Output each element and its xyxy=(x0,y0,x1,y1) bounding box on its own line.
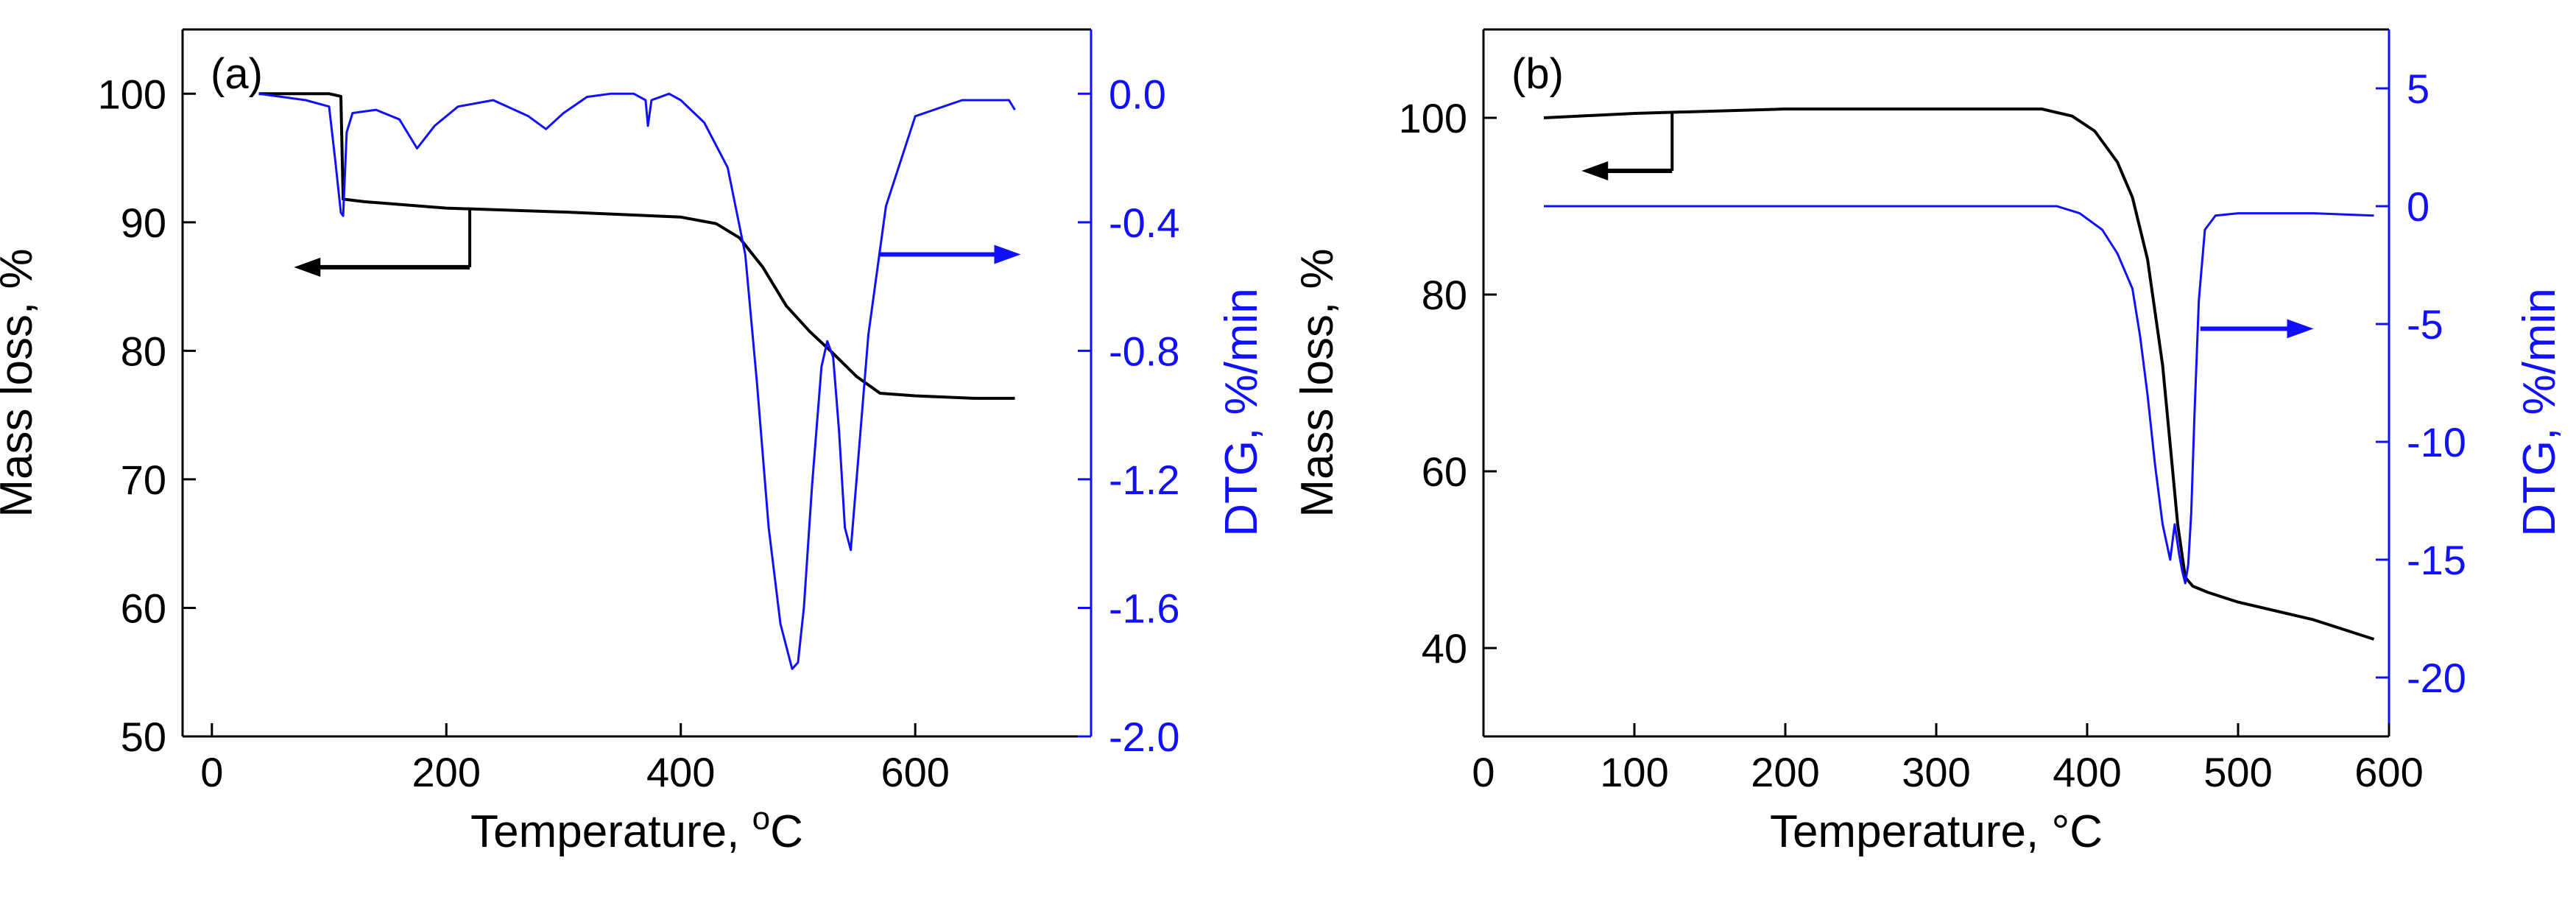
arrow-head xyxy=(994,244,1021,264)
y2-tick-label: -20 xyxy=(2407,655,2466,701)
x-axis-title-degree: o xyxy=(752,800,770,837)
y2-tick-label: 0 xyxy=(2407,183,2429,230)
y-tick-label: 80 xyxy=(121,328,166,374)
x-tick-label: 0 xyxy=(200,749,223,795)
x-tick-label: 500 xyxy=(2203,749,2272,795)
y2-tick-label: -2.0 xyxy=(1109,714,1180,760)
x-tick-label: 0 xyxy=(1472,749,1495,795)
arrow-head xyxy=(1581,161,1609,180)
y2-tick-label: -1.6 xyxy=(1109,585,1180,631)
y-axis-title: Mass loss, % xyxy=(0,248,42,517)
x-axis-title-unit: C xyxy=(770,806,803,857)
mass-loss-series-line xyxy=(258,92,1015,400)
x-axis-title-text: Temperature, xyxy=(470,806,752,857)
x-axis-title: Temperature, oC xyxy=(470,800,803,857)
y-tick-label: 60 xyxy=(1422,448,1467,495)
x-tick-label: 300 xyxy=(1902,749,1970,795)
y2-tick-label: -0.8 xyxy=(1109,328,1180,374)
y-tick-label: 40 xyxy=(1422,625,1467,672)
y2-axis-title: DTG, %/min xyxy=(1216,288,1267,537)
x-tick-label: 100 xyxy=(1600,749,1668,795)
x-tick-label: 200 xyxy=(1751,749,1819,795)
y-tick-label: 100 xyxy=(1399,95,1467,141)
dtg-series-line xyxy=(258,92,1016,670)
x-tick-label: 400 xyxy=(646,749,715,795)
x-tick-label: 400 xyxy=(2053,749,2121,795)
x-axis-title-text: Temperature, °C xyxy=(1770,806,2103,857)
y2-tick-label: -15 xyxy=(2407,537,2466,583)
y-tick-label: 60 xyxy=(121,585,166,631)
mass-loss-series-line xyxy=(1543,108,2375,641)
x-tick-label: 600 xyxy=(881,749,949,795)
y-axis-title: Mass loss, % xyxy=(1292,248,1343,517)
panel-label: (a) xyxy=(211,50,263,98)
y-tick-label: 70 xyxy=(121,457,166,503)
y2-tick-label: -10 xyxy=(2407,419,2466,465)
panel-a-chart: 0 200 400 600 50 60 70 80 90 100 -2.0 -1.6 -1.2 -0.8 -… xyxy=(0,28,1267,857)
y-tick-label: 90 xyxy=(121,200,166,246)
y2-tick-label: -0.4 xyxy=(1109,200,1180,246)
y-tick-label: 100 xyxy=(98,71,166,117)
y-tick-label: 50 xyxy=(121,714,166,760)
y2-tick-label: -5 xyxy=(2407,301,2443,348)
y2-tick-label: 5 xyxy=(2407,66,2429,112)
arrow-head xyxy=(294,257,321,277)
x-tick-label: 200 xyxy=(412,749,481,795)
dtg-series-line xyxy=(1544,205,2374,585)
arrow-head xyxy=(2287,319,2314,339)
y2-axis-title: DTG, %/min xyxy=(2514,288,2565,537)
panel-label: (b) xyxy=(1511,50,1564,98)
y2-tick-label: 0.0 xyxy=(1109,71,1166,117)
x-tick-label: 600 xyxy=(2354,749,2423,795)
panel-b-chart: 0 100 200 300 400 500 600 40 60 80 100 -20 -15 -10 -5 0… xyxy=(1292,28,2565,857)
x-axis-title: Temperature, °C xyxy=(1770,806,2103,857)
y2-tick-label: -1.2 xyxy=(1109,457,1180,503)
y-tick-label: 80 xyxy=(1422,272,1467,318)
